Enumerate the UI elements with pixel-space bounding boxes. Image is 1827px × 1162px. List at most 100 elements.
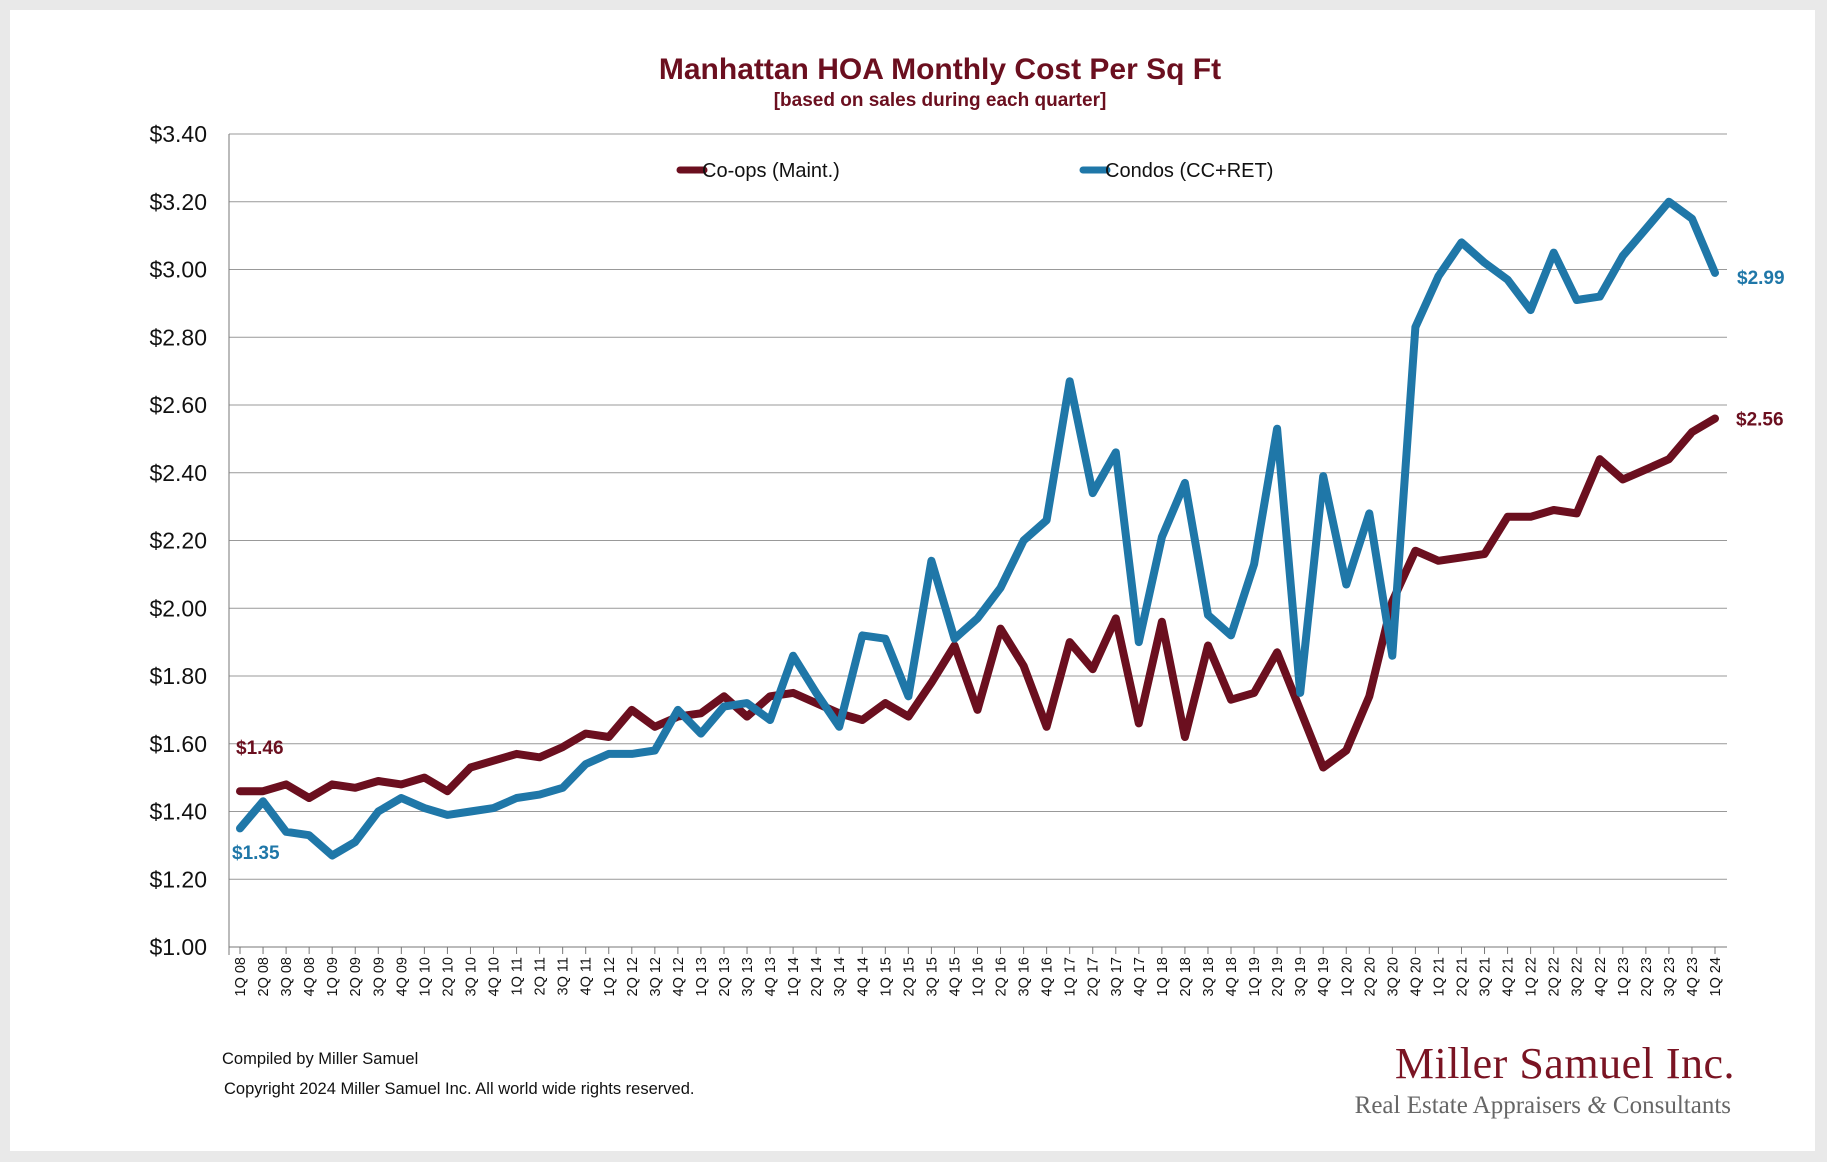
legend-item-condos: Condos (CC+RET) xyxy=(1079,160,1273,182)
x-tick-label: 4Q 16 xyxy=(1040,957,1056,997)
y-tick-label: $2.00 xyxy=(149,595,207,621)
series-lines xyxy=(236,197,1719,860)
brand-logo: Miller Samuel Inc. Real Estate Appraiser… xyxy=(1355,1039,1735,1119)
y-tick-label: $2.60 xyxy=(149,392,207,418)
start-label-condos: $1.35 xyxy=(232,843,280,864)
x-tick-label: 3Q 08 xyxy=(279,957,295,997)
x-tick-label: 2Q 23 xyxy=(1639,957,1655,997)
y-axis-ticks: $1.00 $1.20 $1.40 $1.60 $1.80 $2.00 $2.20 $2.40… xyxy=(149,121,207,960)
y-tick-label: $3.20 xyxy=(149,189,207,215)
x-tick-label: 1Q 24 xyxy=(1708,957,1724,997)
x-tick-label: 3Q 14 xyxy=(832,957,848,997)
x-tick-label: 3Q 10 xyxy=(463,957,479,997)
y-tick-label: $1.00 xyxy=(149,934,207,960)
x-tick-label: 1Q 13 xyxy=(694,957,710,997)
x-tick-label: 2Q 20 xyxy=(1362,957,1378,997)
x-tick-label: 4Q 14 xyxy=(855,957,871,997)
y-tick-label: $2.20 xyxy=(149,528,207,554)
x-tick-label: 4Q 10 xyxy=(487,957,503,997)
x-tick-label: 1Q 10 xyxy=(417,957,433,997)
x-tick-label: 4Q 21 xyxy=(1501,957,1517,997)
x-tick-label: 4Q 13 xyxy=(763,957,779,997)
x-tick-label: 2Q 16 xyxy=(994,957,1010,997)
x-tick-label: 1Q 12 xyxy=(602,957,618,997)
x-axis xyxy=(228,134,1727,955)
x-axis-ticks: 1Q 08 2Q 08 3Q 08 4Q 08 1Q 09 2Q 09 3Q 09 4Q 09… xyxy=(233,957,1724,997)
y-tick-label: $3.40 xyxy=(149,121,207,147)
chart-frame xyxy=(10,10,1815,1151)
x-tick-label: 1Q 21 xyxy=(1431,957,1447,997)
x-tick-label: 4Q 20 xyxy=(1408,957,1424,997)
x-tick-label: 2Q 21 xyxy=(1454,957,1470,997)
x-tick-label: 2Q 18 xyxy=(1178,957,1194,997)
brand-tagline-amp: & xyxy=(1587,1092,1607,1119)
x-tick-label: 3Q 16 xyxy=(1017,957,1033,997)
x-tick-label: 1Q 22 xyxy=(1524,957,1540,997)
x-tick-label: 1Q 20 xyxy=(1339,957,1355,997)
y-tick-label: $2.80 xyxy=(149,324,207,350)
x-tick-label: 3Q 17 xyxy=(1109,957,1125,997)
y-tick-label: $1.40 xyxy=(149,799,207,825)
y-tick-label: $1.60 xyxy=(149,731,207,757)
x-tick-label: 3Q 12 xyxy=(648,957,664,997)
x-tick-label: 4Q 15 xyxy=(947,957,963,997)
x-tick-label: 2Q 14 xyxy=(809,957,825,997)
x-tick-label: 2Q 22 xyxy=(1547,957,1563,997)
x-tick-label: 4Q 09 xyxy=(394,957,410,997)
y-tick-label: $2.40 xyxy=(149,460,207,486)
brand-tagline-post: Consultants xyxy=(1607,1092,1731,1119)
x-tick-label: 3Q 11 xyxy=(556,957,572,995)
brand-tagline: Real Estate Appraisers & Consultants xyxy=(1355,1092,1731,1119)
x-tick-label: 2Q 09 xyxy=(348,957,364,997)
legend-label-coops: Co-ops (Maint.) xyxy=(702,160,840,182)
x-tick-label: 1Q 09 xyxy=(325,957,341,997)
x-tick-label: 2Q 12 xyxy=(625,957,641,997)
x-tick-label: 4Q 18 xyxy=(1224,957,1240,997)
x-tick-label: 4Q 12 xyxy=(671,957,687,997)
x-tick-label: 1Q 15 xyxy=(878,957,894,997)
x-tick-label: 3Q 09 xyxy=(371,957,387,997)
start-label-coops: $1.46 xyxy=(236,738,284,759)
x-tick-label: 1Q 14 xyxy=(786,957,802,997)
x-tick-label: 3Q 19 xyxy=(1293,957,1309,997)
legend-label-condos: Condos (CC+RET) xyxy=(1105,160,1273,182)
x-tick-label: 2Q 15 xyxy=(901,957,917,997)
chart-title: Manhattan HOA Monthly Cost Per Sq Ft xyxy=(659,53,1221,86)
series-line-condos xyxy=(236,197,1719,860)
x-tick-label: 1Q 17 xyxy=(1063,957,1079,997)
x-tick-label: 2Q 19 xyxy=(1270,957,1286,997)
end-label-condos: $2.99 xyxy=(1737,268,1785,289)
x-tick-label: 3Q 20 xyxy=(1385,957,1401,997)
x-tick-label: 2Q 08 xyxy=(256,957,272,997)
x-tick-label: 1Q 08 xyxy=(233,957,249,997)
x-tick-label: 3Q 22 xyxy=(1570,957,1586,997)
x-tick-label: 1Q 19 xyxy=(1247,957,1263,997)
y-tick-label: $1.80 xyxy=(149,663,207,689)
gridlines xyxy=(229,133,1727,948)
x-tick-label: 4Q 17 xyxy=(1132,957,1148,997)
x-tick-label: 3Q 21 xyxy=(1478,957,1494,997)
x-tick-label: 2Q 13 xyxy=(717,957,733,997)
x-tick-label: 1Q 11 xyxy=(510,957,526,995)
x-tick-label: 1Q 23 xyxy=(1616,957,1632,997)
chart-subtitle: [based on sales during each quarter] xyxy=(774,90,1107,111)
x-tick-label: 4Q 19 xyxy=(1316,957,1332,997)
x-tick-label: 2Q 17 xyxy=(1086,957,1102,997)
x-tick-label: 4Q 23 xyxy=(1685,957,1701,997)
x-tick-label: 2Q 11 xyxy=(533,957,549,995)
legend-item-coops: Co-ops (Maint.) xyxy=(676,160,840,182)
y-tick-label: $1.20 xyxy=(149,866,207,892)
x-tick-label: 4Q 08 xyxy=(302,957,318,997)
x-tick-label: 4Q 11 xyxy=(579,957,595,995)
data-labels: $1.46 $1.35 $2.56 $2.99 xyxy=(232,268,1785,864)
x-tick-label: 1Q 18 xyxy=(1155,957,1171,997)
y-tick-label: $3.00 xyxy=(149,257,207,283)
copyright-text: Copyright 2024 Miller Samuel Inc. All wo… xyxy=(224,1080,694,1098)
x-tick-label: 4Q 22 xyxy=(1593,957,1609,997)
end-label-coops: $2.56 xyxy=(1736,410,1784,431)
x-tick-label: 3Q 18 xyxy=(1201,957,1217,997)
series-line-coops xyxy=(236,414,1719,802)
x-tick-label: 3Q 13 xyxy=(740,957,756,997)
brand-tagline-pre: Real Estate Appraisers xyxy=(1355,1092,1588,1119)
